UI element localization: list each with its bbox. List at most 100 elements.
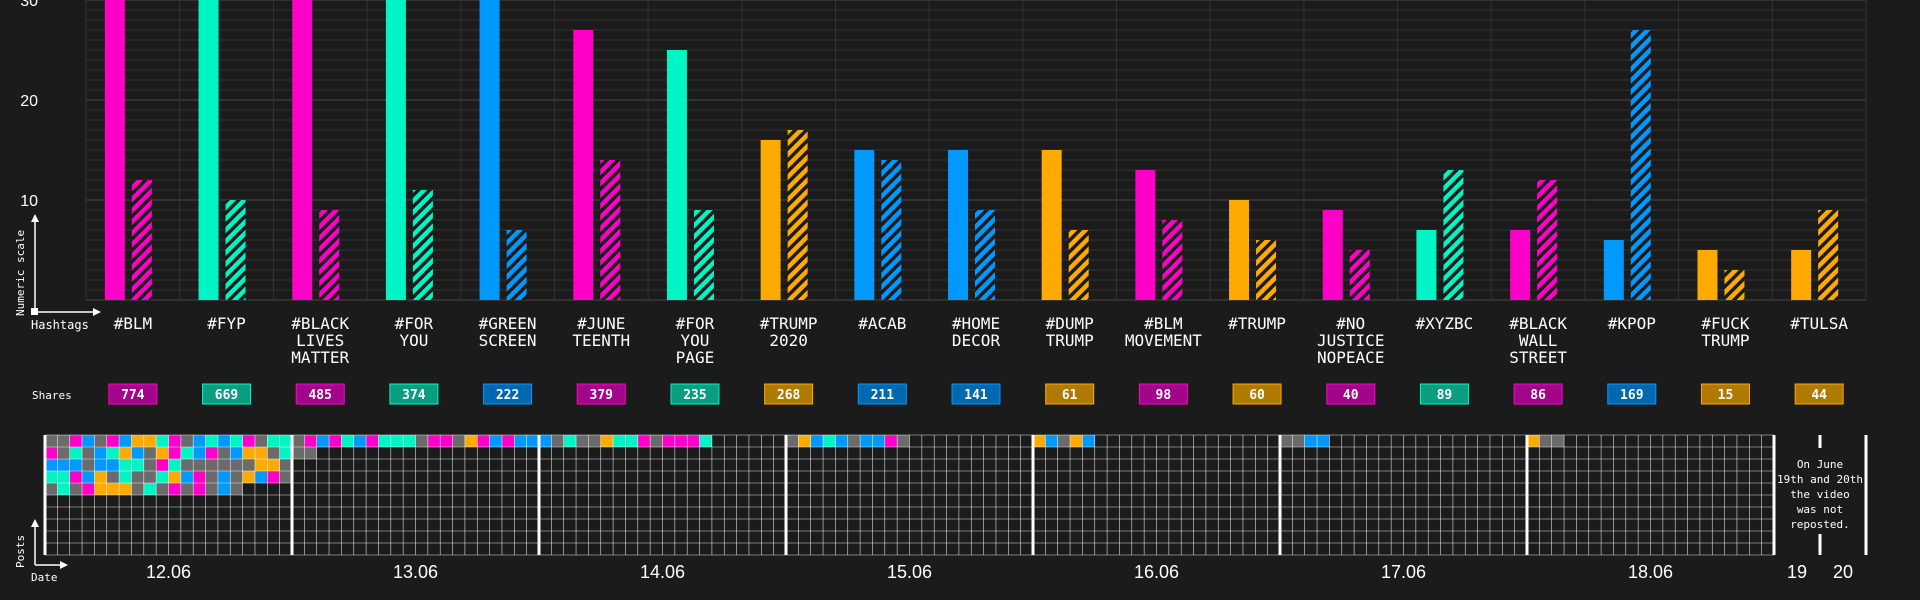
- note-text: 19th and 20th: [1777, 473, 1863, 486]
- shares-value: 89: [1437, 388, 1453, 403]
- post-cell: [94, 447, 107, 459]
- post-cell: [57, 435, 70, 447]
- bar-hatched: [1724, 270, 1745, 300]
- date-label: 12.06: [146, 562, 191, 582]
- post-cell: [242, 435, 255, 447]
- post-cell: [674, 435, 688, 447]
- post-cell: [45, 471, 58, 483]
- bar-chart-bars: [104, 0, 1839, 300]
- shares-value: 774: [121, 388, 145, 403]
- date-axis-arrowhead: [60, 561, 68, 569]
- hashtag-label: #JUNE: [577, 314, 625, 333]
- post-cell: [69, 483, 83, 495]
- post-cell: [378, 435, 391, 447]
- bar-solid: [1791, 250, 1812, 300]
- post-cell: [625, 435, 638, 447]
- shares-value: 379: [590, 388, 613, 403]
- post-cell: [254, 435, 268, 447]
- post-cell: [279, 435, 292, 447]
- date-label: 17.06: [1381, 562, 1426, 582]
- post-cell: [230, 471, 243, 483]
- post-cell: [69, 447, 83, 459]
- post-cell: [897, 435, 910, 447]
- y-tick-label: 20: [20, 93, 38, 110]
- post-cell: [860, 435, 873, 447]
- date-label: 18.06: [1628, 562, 1673, 582]
- post-cell: [501, 435, 515, 447]
- post-cell: [267, 459, 280, 471]
- hashtag-label: #TRUMP: [760, 314, 818, 333]
- hashtag-label: #BLACK: [1509, 314, 1567, 333]
- bar-solid: [573, 30, 594, 300]
- post-cell: [1292, 435, 1305, 447]
- bar-solid: [854, 150, 875, 300]
- post-cell: [168, 483, 181, 495]
- post-cell: [242, 471, 255, 483]
- post-cell: [650, 435, 663, 447]
- post-cell: [82, 447, 95, 459]
- post-cell: [143, 471, 157, 483]
- shares-badge: [389, 383, 439, 405]
- post-cell: [217, 447, 231, 459]
- post-cell: [872, 435, 885, 447]
- bar-solid: [760, 140, 781, 300]
- post-cell: [168, 435, 181, 447]
- post-cell: [440, 435, 453, 447]
- post-cell: [131, 459, 144, 471]
- hashtag-label: #FOR: [395, 314, 434, 333]
- post-cell: [193, 447, 206, 459]
- bar-hatched: [975, 210, 995, 300]
- post-cell: [464, 435, 478, 447]
- hashtag-label: #FOR: [676, 314, 715, 333]
- hashtag-label: 2020: [769, 331, 808, 350]
- post-cell: [156, 483, 169, 495]
- post-cell: [82, 471, 95, 483]
- bar-hatched: [1256, 240, 1277, 300]
- shares-label: Shares: [32, 389, 72, 402]
- shares-badge: [1700, 383, 1750, 405]
- hashtag-label: #HOME: [952, 314, 1000, 333]
- post-cell: [810, 435, 824, 447]
- post-cell: [45, 447, 58, 459]
- post-cell: [143, 435, 157, 447]
- post-cell: [254, 471, 268, 483]
- bar-solid: [104, 0, 125, 300]
- y-axis-arrowhead: [31, 214, 39, 222]
- shares-badge: [1794, 383, 1844, 405]
- post-cell: [119, 435, 132, 447]
- post-cell: [168, 459, 181, 471]
- post-cell: [489, 435, 502, 447]
- post-cell: [1539, 435, 1552, 447]
- post-cell: [156, 447, 169, 459]
- post-cell: [230, 483, 243, 495]
- date-label: 16.06: [1134, 562, 1179, 582]
- post-cell: [267, 447, 280, 459]
- post-cell: [217, 435, 231, 447]
- hashtag-label: DECOR: [952, 331, 1001, 350]
- post-cell: [563, 435, 577, 447]
- hashtag-label: #FYP: [207, 314, 246, 333]
- post-cell: [180, 459, 194, 471]
- post-cell: [57, 459, 70, 471]
- shares-badge: [576, 383, 626, 405]
- bar-hatched: [600, 160, 621, 300]
- post-cell: [267, 471, 280, 483]
- hashtag-label: STREET: [1509, 348, 1567, 367]
- post-cell: [847, 435, 861, 447]
- y-axis-label: Numeric scale: [14, 230, 27, 316]
- post-cell: [205, 447, 218, 459]
- post-cell: [119, 483, 132, 495]
- post-cell: [292, 447, 305, 459]
- post-cell: [1304, 435, 1318, 447]
- post-cell: [94, 483, 107, 495]
- post-cell: [1527, 435, 1540, 447]
- post-cell: [415, 435, 428, 447]
- hashtag-label: WALL: [1519, 331, 1558, 350]
- post-cell: [193, 483, 206, 495]
- post-cell: [131, 483, 144, 495]
- post-cell: [477, 435, 490, 447]
- date-axis-label: Date: [31, 571, 58, 584]
- post-cell: [551, 435, 564, 447]
- post-cell: [366, 435, 379, 447]
- posts-axis-arrowhead: [31, 519, 39, 527]
